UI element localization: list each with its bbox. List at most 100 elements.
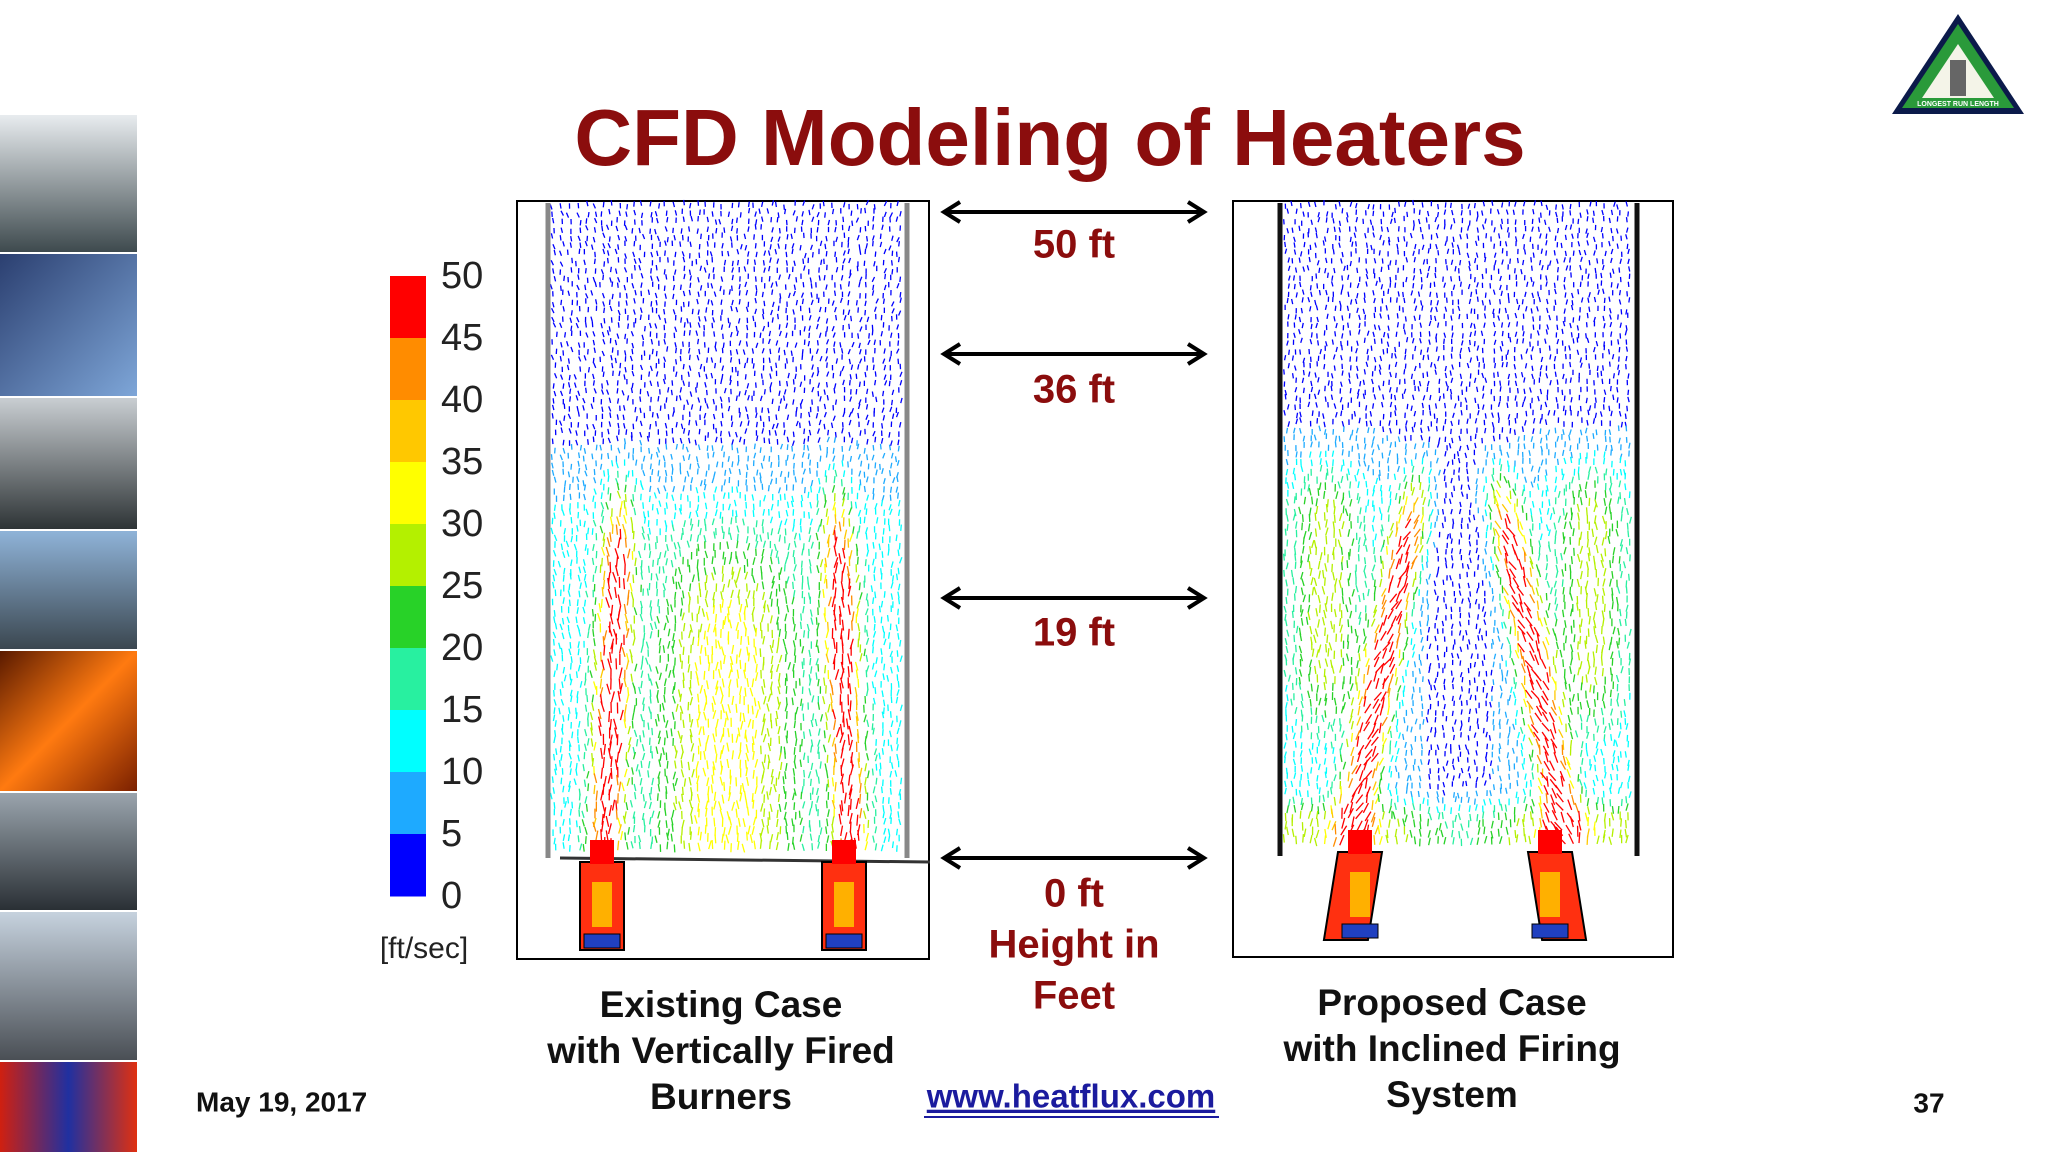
velocity-vector [571, 310, 572, 315]
velocity-vector [764, 389, 765, 394]
velocity-vector [1438, 250, 1439, 255]
velocity-vector [746, 628, 747, 637]
velocity-vector [723, 620, 724, 629]
velocity-vector [1451, 429, 1452, 434]
velocity-vector [857, 266, 858, 271]
velocity-vector [891, 711, 892, 718]
velocity-vector [848, 237, 849, 242]
velocity-vector [1499, 418, 1500, 423]
velocity-vector [1299, 258, 1300, 263]
velocity-vector [586, 322, 587, 327]
velocity-vector [593, 629, 594, 637]
velocity-vector [1533, 316, 1534, 321]
velocity-vector [1611, 228, 1612, 233]
velocity-vector [738, 260, 739, 265]
velocity-vector [555, 730, 556, 737]
velocity-vector [683, 217, 684, 222]
velocity-vector [786, 596, 787, 604]
velocity-vector [707, 636, 708, 645]
velocity-vector [716, 228, 717, 233]
velocity-vector [1494, 453, 1495, 459]
velocity-vector [890, 445, 891, 451]
velocity-vector [667, 217, 668, 222]
velocity-vector [1546, 435, 1547, 441]
velocity-vector [1413, 283, 1414, 288]
velocity-vector [1404, 369, 1405, 374]
velocity-vector [872, 392, 873, 397]
velocity-vector [856, 389, 857, 394]
velocity-vector [594, 785, 595, 794]
velocity-vector [1562, 329, 1563, 334]
velocity-vector [1628, 373, 1629, 378]
velocity-vector [834, 476, 835, 483]
velocity-vector [802, 299, 803, 304]
velocity-vector [1486, 233, 1487, 238]
velocity-vector [722, 374, 723, 379]
velocity-vector [769, 358, 770, 363]
velocity-vector [827, 326, 828, 331]
velocity-vector [1549, 345, 1550, 350]
velocity-vector [1403, 292, 1404, 297]
velocity-vector [632, 721, 633, 729]
velocity-vector [583, 844, 584, 852]
slide-title: CFD Modeling of Heaters [574, 93, 1525, 182]
velocity-vector [1431, 315, 1432, 320]
velocity-vector [760, 333, 761, 338]
velocity-vector [683, 680, 684, 688]
velocity-vector [761, 373, 762, 378]
velocity-vector [1343, 459, 1344, 465]
velocity-vector [736, 704, 737, 713]
velocity-vector [732, 286, 733, 291]
velocity-vector [1492, 201, 1493, 206]
velocity-vector [800, 245, 801, 250]
velocity-vector [883, 391, 884, 396]
velocity-vector [1349, 373, 1350, 378]
velocity-vector [570, 494, 571, 500]
velocity-vector [746, 760, 747, 769]
velocity-vector [618, 244, 619, 249]
velocity-vector [787, 444, 788, 450]
velocity-vector [1349, 313, 1350, 318]
velocity-vector [739, 359, 740, 364]
velocity-vector [1495, 363, 1496, 368]
velocity-vector [555, 505, 556, 511]
velocity-vector [859, 244, 860, 249]
velocity-vector [738, 630, 739, 639]
velocity-vector [770, 349, 771, 354]
velocity-vector [842, 643, 843, 654]
velocity-vector [736, 326, 737, 331]
velocity-vector [843, 716, 844, 727]
velocity-vector [612, 347, 613, 352]
velocity-vector [858, 679, 859, 688]
velocity-vector [684, 200, 685, 205]
velocity-vector [1588, 410, 1589, 415]
velocity-vector [793, 582, 794, 589]
velocity-vector [690, 583, 691, 591]
velocity-vector [851, 316, 852, 321]
velocity-vector [1628, 211, 1629, 216]
velocity-vector [659, 646, 660, 653]
velocity-vector [666, 397, 667, 402]
velocity-vector [618, 283, 619, 288]
velocity-vector [1522, 299, 1523, 304]
velocity-vector [1561, 243, 1562, 248]
velocity-vector [768, 532, 769, 539]
velocity-vector [821, 573, 822, 581]
velocity-vector [650, 689, 651, 696]
velocity-vector [784, 205, 785, 210]
velocity-vector [650, 696, 651, 703]
velocity-vector [571, 663, 572, 670]
velocity-vector [842, 571, 843, 582]
velocity-vector [850, 799, 851, 810]
velocity-vector [732, 261, 733, 266]
velocity-vector [659, 203, 660, 208]
velocity-vector [1383, 381, 1384, 386]
velocity-vector [892, 400, 893, 405]
velocity-vector [873, 542, 874, 549]
velocity-vector [671, 476, 672, 482]
velocity-vector [1379, 250, 1380, 255]
velocity-vector [756, 520, 757, 527]
velocity-vector [1339, 436, 1340, 442]
velocity-vector [1546, 250, 1547, 255]
